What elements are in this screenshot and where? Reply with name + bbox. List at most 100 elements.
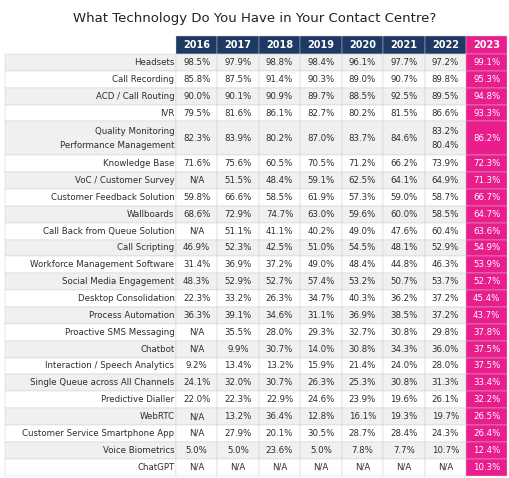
Text: 84.6%: 84.6% [389, 134, 417, 143]
Text: 59.1%: 59.1% [307, 176, 334, 185]
Text: 90.7%: 90.7% [389, 75, 417, 84]
Text: 22.3%: 22.3% [224, 395, 251, 404]
Text: 2018: 2018 [266, 40, 293, 50]
Text: 10.3%: 10.3% [472, 463, 499, 472]
Text: 48.3%: 48.3% [183, 277, 210, 286]
Text: 86.2%: 86.2% [472, 134, 499, 143]
Text: 91.4%: 91.4% [265, 75, 293, 84]
Text: Call Scripting: Call Scripting [117, 243, 174, 252]
Text: ChatGPT: ChatGPT [137, 463, 174, 472]
Text: 80.2%: 80.2% [265, 134, 293, 143]
Text: 80.2%: 80.2% [348, 109, 375, 118]
Text: 51.5%: 51.5% [224, 176, 251, 185]
Text: 35.5%: 35.5% [224, 328, 251, 337]
Text: 37.8%: 37.8% [472, 328, 499, 337]
Text: Headsets: Headsets [134, 58, 174, 67]
Text: 62.5%: 62.5% [348, 176, 375, 185]
Text: 2022: 2022 [431, 40, 458, 50]
Text: 64.1%: 64.1% [389, 176, 417, 185]
Text: 97.9%: 97.9% [224, 58, 251, 67]
Text: 66.7%: 66.7% [472, 193, 499, 202]
Text: 52.3%: 52.3% [224, 243, 251, 252]
Text: 48.4%: 48.4% [348, 261, 375, 269]
Text: Wallboards: Wallboards [127, 210, 174, 219]
Text: Performance Management: Performance Management [60, 141, 174, 150]
Text: Knowledge Base: Knowledge Base [103, 159, 174, 168]
Text: 59.8%: 59.8% [183, 193, 210, 202]
Text: 72.3%: 72.3% [472, 159, 499, 168]
Text: 30.7%: 30.7% [265, 379, 293, 387]
Text: 58.5%: 58.5% [431, 210, 458, 219]
Text: Process Automation: Process Automation [89, 311, 174, 320]
Text: 26.4%: 26.4% [472, 429, 499, 438]
Text: 13.2%: 13.2% [265, 361, 293, 370]
Text: 31.1%: 31.1% [307, 311, 334, 320]
Text: 28.0%: 28.0% [431, 361, 458, 370]
Text: 9.2%: 9.2% [185, 361, 207, 370]
Text: 52.7%: 52.7% [265, 277, 293, 286]
Text: 47.6%: 47.6% [389, 227, 417, 236]
Text: 32.7%: 32.7% [348, 328, 375, 337]
Text: 28.4%: 28.4% [389, 429, 417, 438]
Text: 70.5%: 70.5% [307, 159, 334, 168]
Text: 98.5%: 98.5% [183, 58, 210, 67]
Text: 52.9%: 52.9% [224, 277, 251, 286]
Text: 99.1%: 99.1% [472, 58, 499, 67]
Text: 57.3%: 57.3% [348, 193, 375, 202]
Text: 50.7%: 50.7% [389, 277, 417, 286]
Text: Call Recording: Call Recording [112, 75, 174, 84]
Text: 86.6%: 86.6% [431, 109, 458, 118]
Text: 31.4%: 31.4% [183, 261, 210, 269]
Text: N/A: N/A [189, 429, 204, 438]
Text: 53.2%: 53.2% [348, 277, 375, 286]
Text: 22.0%: 22.0% [183, 395, 210, 404]
Text: Voice Biometrics: Voice Biometrics [103, 446, 174, 455]
Text: 97.2%: 97.2% [431, 58, 458, 67]
Text: 45.4%: 45.4% [472, 294, 499, 303]
Text: 86.1%: 86.1% [265, 109, 293, 118]
Text: 34.7%: 34.7% [307, 294, 334, 303]
Text: 64.7%: 64.7% [472, 210, 499, 219]
Text: 64.9%: 64.9% [431, 176, 458, 185]
Text: 83.7%: 83.7% [348, 134, 375, 143]
Text: 26.1%: 26.1% [431, 395, 458, 404]
Text: 44.8%: 44.8% [389, 261, 417, 269]
Text: 46.9%: 46.9% [183, 243, 210, 252]
Text: 89.7%: 89.7% [307, 92, 334, 101]
Text: Quality Monitoring: Quality Monitoring [95, 127, 174, 136]
Text: N/A: N/A [189, 227, 204, 236]
Text: 42.5%: 42.5% [265, 243, 293, 252]
Text: 5.0%: 5.0% [185, 446, 207, 455]
Text: 37.2%: 37.2% [431, 294, 458, 303]
Text: IVR: IVR [160, 109, 174, 118]
Text: 60.4%: 60.4% [431, 227, 458, 236]
Text: 34.3%: 34.3% [389, 345, 417, 354]
Text: 22.9%: 22.9% [265, 395, 293, 404]
Text: 5.0%: 5.0% [227, 446, 248, 455]
Text: 87.0%: 87.0% [307, 134, 334, 143]
Text: 95.3%: 95.3% [472, 75, 499, 84]
Text: 19.3%: 19.3% [389, 412, 417, 421]
Text: 94.8%: 94.8% [472, 92, 499, 101]
Text: 74.7%: 74.7% [265, 210, 293, 219]
Text: 22.3%: 22.3% [183, 294, 210, 303]
Text: 82.7%: 82.7% [307, 109, 334, 118]
Text: N/A: N/A [395, 463, 411, 472]
Text: 27.9%: 27.9% [224, 429, 251, 438]
Text: 2017: 2017 [224, 40, 251, 50]
Text: 33.4%: 33.4% [472, 379, 499, 387]
Text: 80.4%: 80.4% [431, 141, 458, 150]
Text: 29.3%: 29.3% [307, 328, 334, 337]
Text: 2020: 2020 [348, 40, 375, 50]
Text: 30.5%: 30.5% [307, 429, 334, 438]
Text: 20.1%: 20.1% [265, 429, 293, 438]
Text: 59.0%: 59.0% [389, 193, 417, 202]
Text: 9.9%: 9.9% [227, 345, 248, 354]
Text: 54.5%: 54.5% [348, 243, 375, 252]
Text: 36.9%: 36.9% [224, 261, 251, 269]
Text: 48.1%: 48.1% [389, 243, 417, 252]
Text: 36.2%: 36.2% [389, 294, 417, 303]
Text: 10.7%: 10.7% [431, 446, 458, 455]
Text: Call Back from Queue Solution: Call Back from Queue Solution [43, 227, 174, 236]
Text: 72.9%: 72.9% [224, 210, 251, 219]
